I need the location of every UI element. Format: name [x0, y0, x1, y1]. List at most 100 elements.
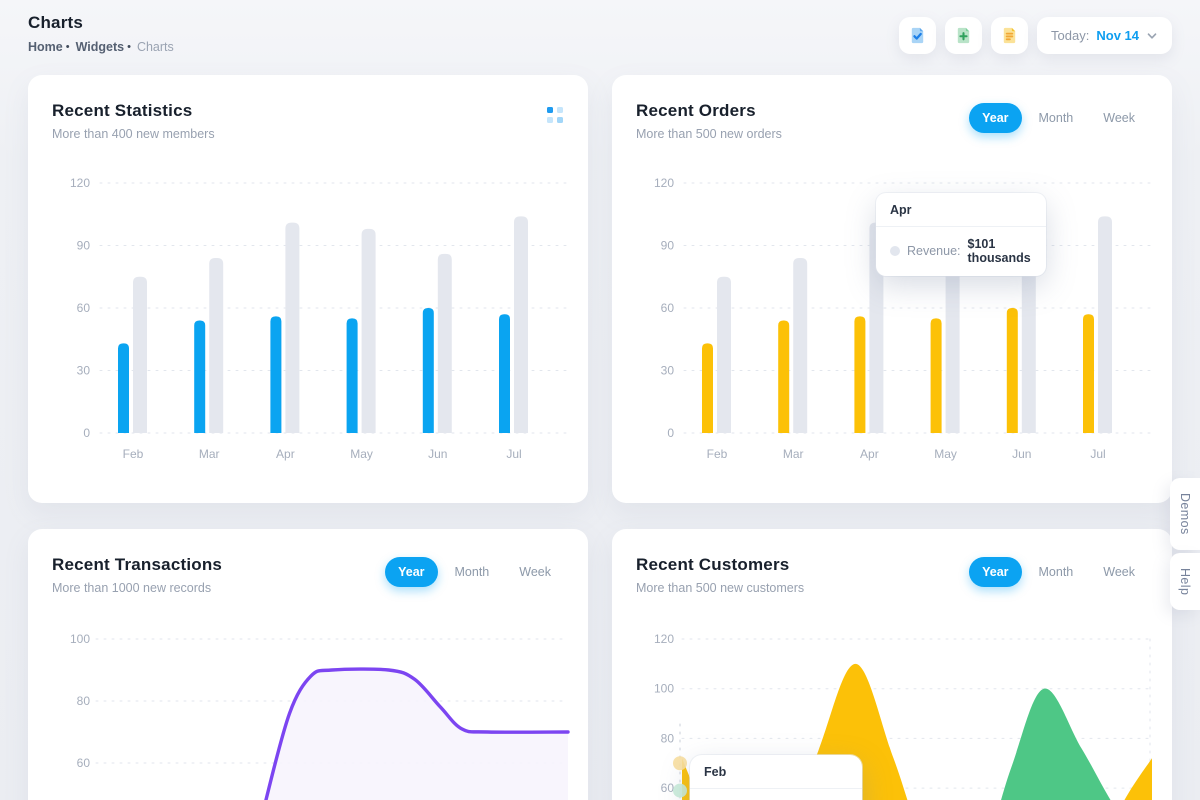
transactions-line[interactable]: [245, 667, 570, 800]
bar-Mar-Revenue[interactable]: [793, 258, 808, 433]
card-title: Recent Statistics: [52, 101, 193, 120]
area-Returning[interactable]: [682, 688, 1152, 800]
tooltip-divider: [690, 788, 862, 789]
svg-text:120: 120: [70, 176, 90, 190]
document-add-icon: [957, 27, 970, 44]
bar-Jul-Revenue[interactable]: [1098, 216, 1112, 433]
bar-Feb-Members[interactable]: [118, 343, 129, 433]
svg-text:100: 100: [654, 682, 674, 696]
bar-Jun-Revenue[interactable]: [1021, 253, 1036, 433]
svg-text:May: May: [934, 447, 957, 461]
card-subtitle: More than 500 new orders: [636, 127, 782, 141]
toggle-year[interactable]: Year: [385, 557, 438, 587]
breadcrumb: Home • Widgets • Charts: [28, 40, 174, 54]
svg-text:0: 0: [667, 426, 674, 440]
date-picker-button[interactable]: Today: Nov 14: [1037, 17, 1172, 54]
card-heading: Recent Transactions More than 1000 new r…: [52, 555, 222, 595]
svg-text:30: 30: [77, 364, 91, 378]
orders-bar-chart[interactable]: 120 90 60 30 0 Feb Mar Apr May Jun Jul: [612, 160, 1172, 470]
svg-text:Jul: Jul: [1090, 447, 1105, 461]
toggle-week[interactable]: Week: [506, 557, 564, 587]
tooltip-divider: [876, 226, 1046, 227]
svg-text:Feb: Feb: [707, 447, 728, 461]
document-add-button[interactable]: [945, 17, 983, 54]
bar-Mar-Revenue[interactable]: [209, 258, 224, 433]
svg-text:Apr: Apr: [860, 447, 879, 461]
card-title: Recent Orders: [636, 101, 756, 120]
toggle-year[interactable]: Year: [969, 103, 1022, 133]
bar-May-Revenue[interactable]: [361, 228, 376, 433]
demos-side-tab[interactable]: Demos: [1170, 478, 1200, 550]
bar-May-Revenue[interactable]: [945, 228, 960, 433]
bar-Apr-Revenue[interactable]: [285, 222, 300, 433]
bar-Jun-Members[interactable]: [422, 308, 434, 433]
page-title: Charts: [28, 13, 84, 32]
crosshair-marker: [673, 783, 687, 798]
toggle-month[interactable]: Month: [1026, 103, 1087, 133]
bar-Mar-Orders[interactable]: [778, 320, 790, 434]
toolbar: Today: Nov 14: [899, 17, 1172, 54]
grid-dots-icon[interactable]: [547, 107, 564, 124]
card-subtitle: More than 1000 new records: [52, 581, 212, 595]
bar-Apr-Revenue[interactable]: [869, 222, 884, 433]
document-lines-button[interactable]: [991, 17, 1029, 54]
bar-May-Orders[interactable]: [930, 318, 942, 433]
date-value: Nov 14: [1096, 28, 1139, 43]
tooltip-value: $101 thousands: [967, 237, 1031, 265]
breadcrumb-charts: Charts: [136, 40, 174, 54]
toggle-month[interactable]: Month: [442, 557, 503, 587]
toggle-week[interactable]: Week: [1090, 557, 1148, 587]
svg-text:Feb: Feb: [123, 447, 144, 461]
toggle-year[interactable]: Year: [969, 557, 1022, 587]
bar-Feb-Orders[interactable]: [702, 343, 713, 433]
svg-text:Jun: Jun: [428, 447, 447, 461]
bar-Mar-Members[interactable]: [194, 320, 206, 434]
svg-text:May: May: [350, 447, 373, 461]
bar-Jul-Revenue[interactable]: [514, 216, 528, 433]
breadcrumb-separator: •: [127, 41, 131, 53]
crosshair-marker: [673, 756, 687, 771]
svg-text:80: 80: [661, 731, 675, 745]
toggle-month[interactable]: Month: [1026, 557, 1087, 587]
card-recent-transactions: Recent Transactions More than 1000 new r…: [28, 529, 588, 800]
toggle-week[interactable]: Week: [1090, 103, 1148, 133]
svg-text:60: 60: [661, 781, 675, 795]
svg-text:100: 100: [70, 632, 90, 646]
period-toggle: Year Month Week: [969, 103, 1148, 133]
card-title: Recent Customers: [636, 555, 790, 574]
svg-text:Mar: Mar: [783, 447, 804, 461]
bar-Jun-Revenue[interactable]: [437, 253, 452, 433]
chart-tooltip: Feb: [690, 755, 862, 800]
card-recent-customers: Recent Customers More than 500 new custo…: [612, 529, 1172, 800]
svg-text:120: 120: [654, 176, 674, 190]
transactions-line-chart[interactable]: 100 80 60: [28, 604, 588, 800]
series-dot-icon: [890, 246, 900, 256]
bar-Apr-Members[interactable]: [270, 316, 282, 433]
period-toggle: Year Month Week: [385, 557, 564, 587]
card-heading: Recent Statistics More than 400 new memb…: [52, 101, 215, 141]
card-subtitle: More than 500 new customers: [636, 581, 805, 595]
card-heading: Recent Orders More than 500 new orders: [636, 101, 782, 141]
bar-May-Members[interactable]: [346, 318, 358, 433]
bar-Jul-Orders[interactable]: [1083, 314, 1094, 433]
chart-tooltip: Apr Revenue: $101 thousands: [876, 193, 1046, 276]
svg-text:120: 120: [654, 632, 674, 646]
bar-Apr-Orders[interactable]: [854, 316, 866, 433]
document-check-icon: [911, 27, 924, 44]
card-title: Recent Transactions: [52, 555, 223, 574]
bar-Jun-Orders[interactable]: [1006, 308, 1018, 433]
svg-text:60: 60: [661, 301, 675, 315]
svg-text:60: 60: [77, 756, 91, 770]
breadcrumb-widgets[interactable]: Widgets: [75, 40, 125, 54]
bar-Jul-Members[interactable]: [499, 314, 510, 433]
svg-text:90: 90: [77, 239, 91, 253]
statistics-bar-chart[interactable]: 120 90 60 30 0 Feb Mar Apr May Jun Jul: [28, 160, 588, 470]
document-check-button[interactable]: [899, 17, 937, 54]
bar-Feb-Revenue[interactable]: [133, 276, 147, 433]
card-heading: Recent Customers More than 500 new custo…: [636, 555, 804, 595]
svg-text:0: 0: [83, 426, 90, 440]
bar-Feb-Revenue[interactable]: [717, 276, 731, 433]
customers-area-chart[interactable]: 120 100 80 60: [612, 629, 1172, 800]
help-side-tab[interactable]: Help: [1170, 553, 1200, 611]
breadcrumb-home[interactable]: Home: [28, 40, 63, 54]
